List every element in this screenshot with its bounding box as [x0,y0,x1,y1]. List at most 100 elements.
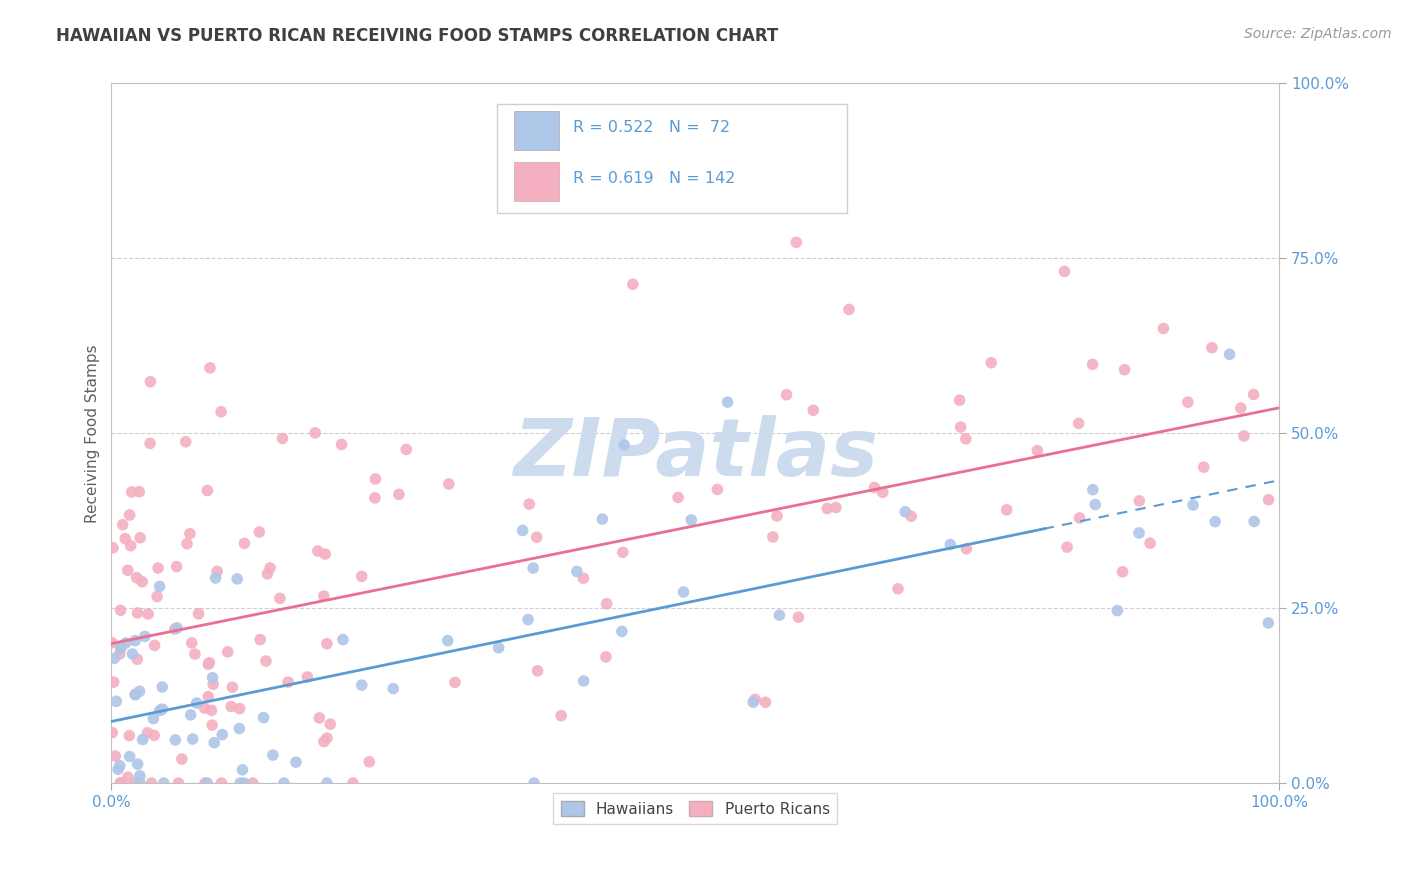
Point [149,579,172,593]
Point [762,530,785,544]
Point [165,733,187,747]
Point [1067,417,1090,431]
Point [621,277,644,292]
Legend: Hawaiians, Puerto Ricans: Hawaiians, Puerto Ricans [553,793,838,824]
Point [444,675,467,690]
Point [262,747,284,762]
Point [197,657,219,672]
Point [221,680,243,694]
Point [242,776,264,790]
Point [312,734,335,748]
Point [176,537,198,551]
Point [110,776,132,790]
Point [101,636,124,650]
Point [180,707,202,722]
Point [716,395,738,409]
Point [1128,525,1150,540]
Point [127,757,149,772]
Point [900,509,922,524]
Point [297,670,319,684]
Point [184,647,207,661]
Point [139,375,162,389]
Point [271,432,294,446]
Point [129,531,152,545]
Point [388,487,411,501]
Point [142,712,165,726]
Point [111,517,134,532]
Point [254,654,277,668]
Point [101,725,124,739]
Point [197,690,219,704]
Point [304,425,326,440]
Point [233,536,256,550]
Point [101,541,124,555]
Point [200,703,222,717]
Point [211,728,233,742]
FancyBboxPatch shape [496,104,846,213]
Point [179,526,201,541]
Point [1219,347,1241,361]
Point [229,776,252,790]
Point [110,603,132,617]
Point [194,776,217,790]
Point [1204,515,1226,529]
Point [1152,321,1174,335]
Point [166,621,188,635]
Point [124,633,146,648]
Point [195,776,218,790]
Point [1177,395,1199,409]
Point [350,569,373,583]
Point [202,677,225,691]
Point [1114,362,1136,376]
Text: ZIPatlas: ZIPatlas [513,416,877,493]
Point [1229,401,1251,415]
Point [316,776,339,790]
Point [523,776,546,790]
Point [146,561,169,575]
Point [117,770,139,784]
Point [201,671,224,685]
Point [437,477,460,491]
Point [591,512,613,526]
Point [187,607,209,621]
Point [980,356,1002,370]
Point [517,613,540,627]
Point [120,539,142,553]
Point [217,645,239,659]
Point [219,699,242,714]
Point [595,597,617,611]
Point [125,571,148,585]
Point [872,485,894,500]
Point [949,420,972,434]
Point [775,388,797,402]
Point [610,624,633,639]
Point [863,481,886,495]
Point [139,436,162,450]
Point [103,675,125,690]
Point [269,591,291,606]
Point [330,437,353,451]
Point [787,610,810,624]
Point [436,633,458,648]
Point [312,589,335,603]
Point [350,678,373,692]
Point [259,561,281,575]
Point [1069,511,1091,525]
Point [1053,264,1076,278]
Point [1257,615,1279,630]
Point [128,684,150,698]
Point [613,438,636,452]
Point [193,701,215,715]
Point [277,675,299,690]
Point [395,442,418,457]
Point [124,687,146,701]
Point [332,632,354,647]
Point [1111,565,1133,579]
Point [939,538,962,552]
Point [186,696,208,710]
Point [314,547,336,561]
Point [128,769,150,783]
Point [273,776,295,790]
Point [114,636,136,650]
Point [166,559,188,574]
